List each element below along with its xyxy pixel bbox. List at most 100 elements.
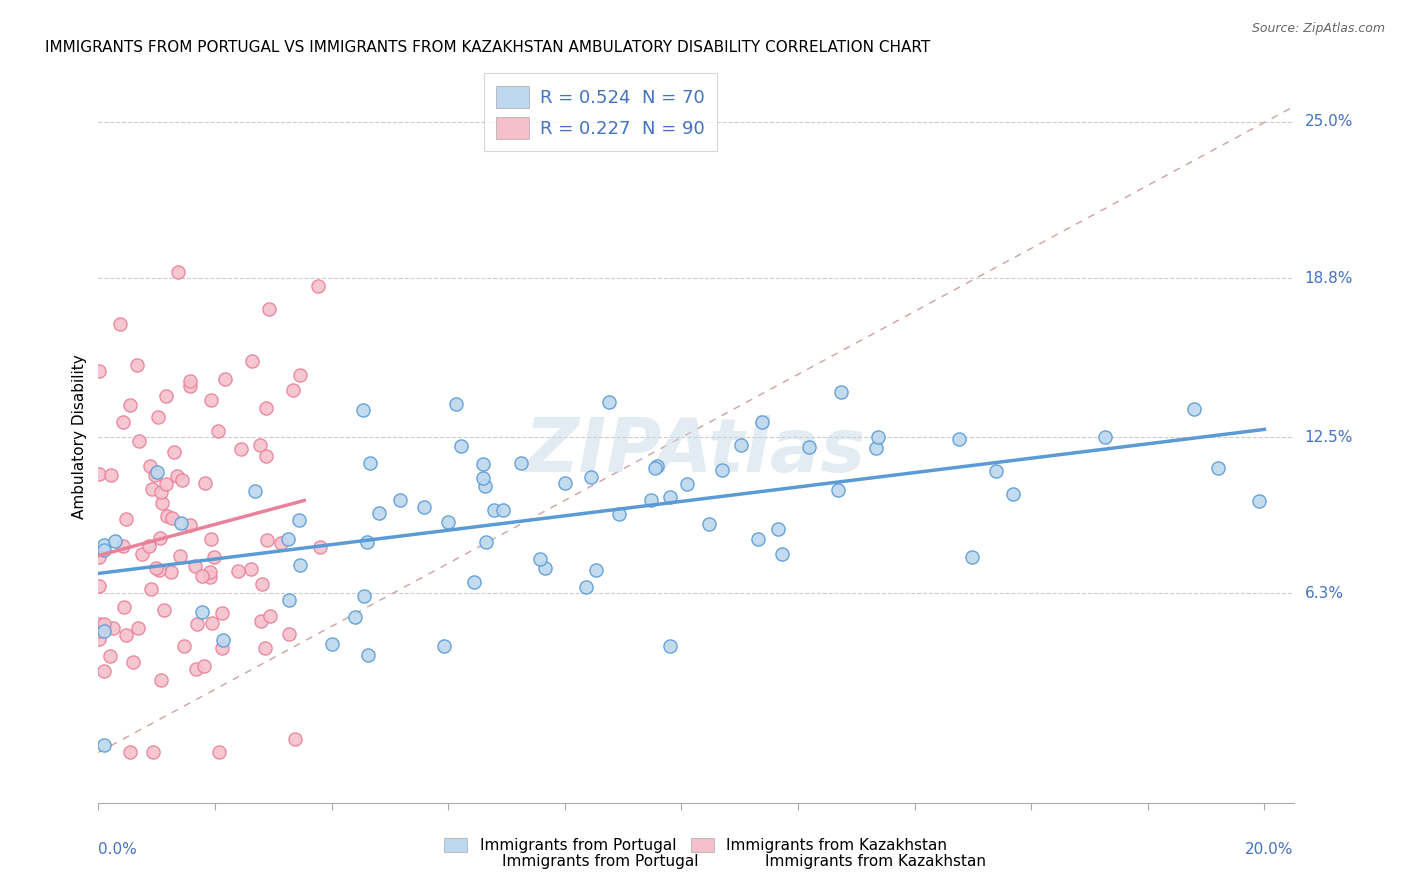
Point [149, 531, 172, 545]
Point [120, 745, 142, 759]
Point [191, 568, 214, 582]
Point [827, 483, 849, 497]
Point [659, 491, 682, 505]
Point [141, 482, 163, 496]
Point [865, 442, 887, 456]
Point [93, 538, 115, 552]
Point [193, 659, 215, 673]
Point [412, 500, 434, 514]
Point [87, 624, 110, 638]
Point [239, 562, 262, 576]
Point [307, 279, 329, 293]
Point [142, 745, 165, 759]
Point [352, 403, 374, 417]
Point [1182, 402, 1205, 417]
Point [644, 460, 666, 475]
Point [208, 745, 231, 759]
Point [103, 621, 125, 635]
Point [1094, 430, 1116, 444]
Point [321, 637, 343, 651]
Point [87, 549, 110, 564]
Point [198, 565, 221, 579]
Point [211, 641, 233, 656]
Point [254, 450, 277, 464]
Point [240, 354, 263, 368]
Point [730, 438, 752, 452]
Point [146, 465, 169, 479]
Point [87, 632, 110, 646]
Point [474, 479, 496, 493]
Text: Source: ZipAtlas.com: Source: ZipAtlas.com [1251, 22, 1385, 36]
Point [179, 518, 201, 533]
Point [388, 492, 411, 507]
Point [169, 549, 191, 564]
Point [170, 516, 193, 530]
Point [128, 434, 150, 449]
Point [155, 389, 177, 403]
Point [1208, 461, 1230, 475]
Point [308, 540, 330, 554]
Point [245, 484, 267, 499]
Text: 6.3%: 6.3% [1305, 586, 1344, 601]
Text: ZIPAtlas: ZIPAtlas [526, 415, 866, 488]
Point [554, 476, 576, 491]
Y-axis label: Ambulatory Disability: Ambulatory Disability [72, 355, 87, 519]
Point [183, 558, 205, 573]
Text: 25.0%: 25.0% [1305, 114, 1353, 129]
Point [202, 549, 225, 564]
Point [356, 535, 378, 549]
Point [1247, 493, 1270, 508]
Point [259, 609, 281, 624]
Point [87, 364, 110, 378]
Point [747, 532, 769, 546]
Point [108, 318, 131, 332]
Point [112, 600, 135, 615]
Point [433, 639, 456, 653]
Point [575, 580, 598, 594]
Point [186, 617, 208, 632]
Point [93, 738, 115, 752]
Point [194, 475, 217, 490]
Text: 12.5%: 12.5% [1305, 430, 1353, 444]
Point [145, 467, 167, 482]
Point [711, 463, 734, 477]
Point [211, 606, 233, 620]
Point [353, 589, 375, 603]
Point [278, 593, 301, 607]
Point [173, 640, 195, 654]
Point [200, 532, 222, 546]
Point [166, 264, 188, 278]
Point [179, 379, 201, 393]
Point [87, 467, 110, 481]
Point [207, 424, 229, 438]
Point [184, 662, 207, 676]
Point [87, 579, 110, 593]
Point [131, 547, 153, 561]
Point [163, 445, 186, 459]
Point [579, 470, 602, 484]
Point [290, 368, 312, 382]
Point [472, 471, 495, 485]
Point [645, 458, 668, 473]
Point [249, 438, 271, 452]
Point [676, 476, 699, 491]
Point [125, 358, 148, 372]
Point [166, 469, 188, 483]
Point [201, 615, 224, 630]
Point [211, 632, 233, 647]
Text: IMMIGRANTS FROM PORTUGAL VS IMMIGRANTS FROM KAZAKHSTAN AMBULATORY DISABILITY COR: IMMIGRANTS FROM PORTUGAL VS IMMIGRANTS F… [45, 40, 929, 55]
Point [200, 392, 222, 407]
Point [254, 640, 277, 655]
Point [288, 512, 311, 526]
Text: 20.0%: 20.0% [1246, 842, 1294, 856]
Point [770, 547, 793, 561]
Point [250, 615, 273, 629]
Point [797, 440, 820, 454]
Point [751, 415, 773, 429]
Point [152, 496, 174, 510]
Point [229, 442, 252, 457]
Point [472, 457, 495, 471]
Point [139, 459, 162, 474]
Text: 18.8%: 18.8% [1305, 270, 1353, 285]
Point [160, 566, 183, 580]
